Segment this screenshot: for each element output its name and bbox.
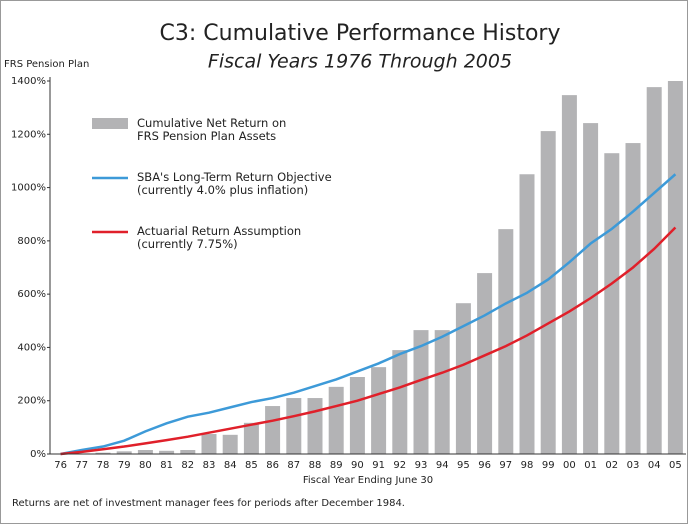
legend-label: SBA's Long-Term Return Objective (curren… (137, 170, 332, 197)
bar (519, 174, 535, 454)
x-tick-label: 77 (75, 460, 88, 471)
bar (137, 450, 153, 454)
bar (667, 81, 683, 454)
x-tick-label: 84 (224, 460, 237, 471)
bar (265, 406, 281, 454)
bar (349, 377, 365, 454)
bar (625, 143, 641, 454)
x-tick-label: 81 (160, 460, 173, 471)
x-tick-label: 04 (648, 460, 661, 471)
bar (159, 450, 175, 454)
bar (328, 386, 344, 454)
bar (455, 303, 471, 454)
bar (180, 450, 196, 454)
bar (201, 434, 217, 454)
legend-label: Actuarial Return Assumption (currently 7… (137, 224, 302, 251)
bar (95, 452, 111, 454)
x-tick-label: 02 (605, 460, 618, 471)
x-tick-label: 95 (457, 460, 470, 471)
x-tick-label: 86 (266, 460, 279, 471)
bar (583, 123, 599, 455)
chart-title: C3: Cumulative Performance History (160, 21, 561, 46)
bar (498, 229, 514, 454)
bar (540, 131, 556, 455)
y-tick-label: 200% (17, 396, 46, 407)
y-tick-label: 400% (17, 342, 46, 353)
bar (434, 330, 450, 454)
x-tick-label: 83 (203, 460, 216, 471)
x-tick-label: 96 (478, 460, 491, 471)
note: Returns are net of investment manager fe… (12, 498, 405, 509)
x-tick-label: 79 (118, 460, 131, 471)
x-tick-label: 78 (97, 460, 110, 471)
x-tick-label: 89 (330, 460, 343, 471)
bar (646, 87, 662, 454)
x-axis-label: Fiscal Year Ending June 30 (303, 475, 433, 486)
x-tick-label: 93 (415, 460, 428, 471)
x-tick-label: 00 (563, 460, 576, 471)
y-tick-label: 600% (17, 289, 46, 300)
legend-label: Cumulative Net Return on FRS Pension Pla… (137, 116, 287, 143)
y-tick-label: 0% (30, 449, 46, 460)
x-tick-label: 98 (521, 460, 534, 471)
chart-subtitle: Fiscal Years 1976 Through 2005 (208, 51, 512, 73)
y-tick-label: 1400% (11, 76, 46, 87)
x-tick-label: 01 (584, 460, 597, 471)
line (60, 173, 677, 456)
x-tick-label: 91 (372, 460, 385, 471)
bar (604, 153, 620, 454)
x-tick-label: 82 (181, 460, 194, 471)
y-axis-label: FRS Pension Plan (4, 59, 89, 70)
x-tick-label: 99 (542, 460, 555, 471)
x-tick-label: 92 (393, 460, 406, 471)
bar (307, 398, 323, 454)
x-tick-label: 05 (669, 460, 682, 471)
x-tick-label: 94 (436, 460, 449, 471)
x-tick-label: 97 (499, 460, 512, 471)
x-tick-label: 80 (139, 460, 152, 471)
bar (477, 273, 493, 454)
bar (116, 451, 132, 454)
bar (413, 330, 429, 454)
legend-swatch (92, 118, 128, 129)
line (60, 226, 677, 456)
bar (222, 434, 238, 454)
y-tick-label: 1200% (11, 129, 46, 140)
bar (371, 367, 387, 454)
bar (286, 398, 302, 454)
y-tick-label: 1000% (11, 183, 46, 194)
x-tick-label: 87 (287, 460, 300, 471)
x-tick-label: 85 (245, 460, 258, 471)
bar (561, 95, 577, 454)
bar (392, 350, 408, 454)
bar (243, 422, 259, 454)
x-tick-label: 88 (309, 460, 322, 471)
x-tick-label: 76 (54, 460, 67, 471)
x-tick-label: 90 (351, 460, 364, 471)
x-tick-label: 03 (627, 460, 640, 471)
y-tick-label: 800% (17, 236, 46, 247)
